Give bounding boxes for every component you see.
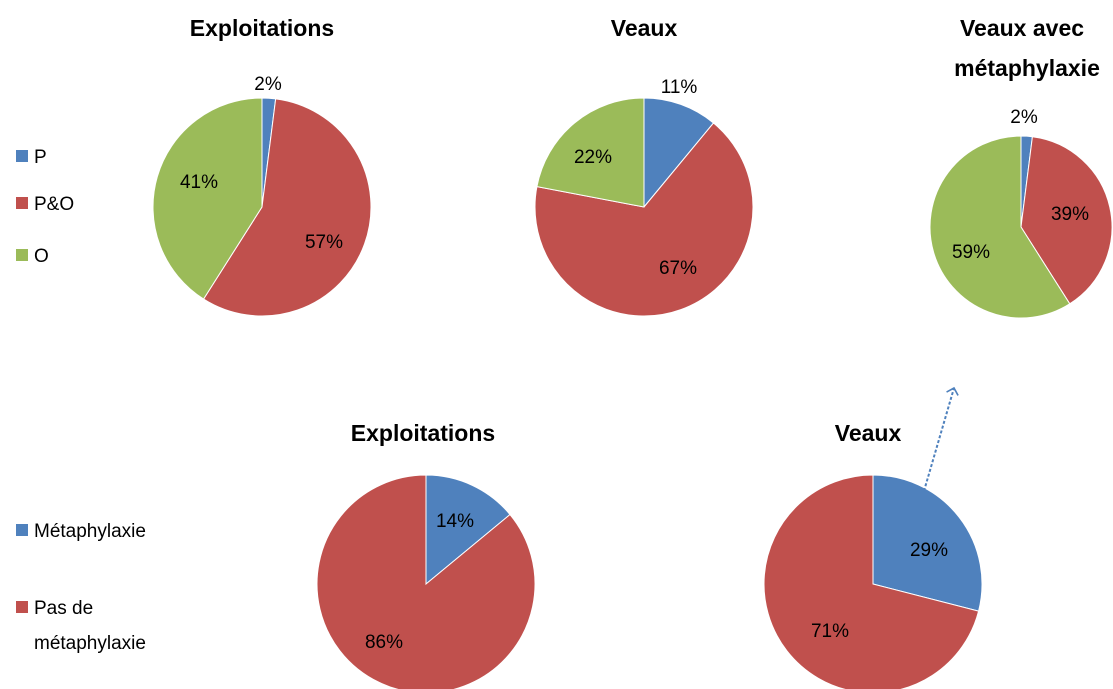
pie-slice-3-m-taphylaxie — [425, 474, 511, 586]
data-label-exploitations-p: 2% — [254, 74, 282, 95]
pie-slice-2-o — [929, 135, 1071, 319]
legend-swatch-p-and-o — [16, 197, 28, 209]
data-label-veaux-avec-p: 2% — [1010, 107, 1038, 128]
legend-label-pas-de: Pas de — [34, 598, 93, 619]
data-label-veaux-metaphylaxie: 29% — [910, 540, 948, 561]
pie-veaux-avec-metaphylaxie — [929, 135, 1113, 319]
data-label-veaux-avec-o: 59% — [952, 242, 990, 263]
chart-title-exploitations-top: Exploitations — [190, 15, 334, 41]
pie-slice-4-pas-de-m-taphylaxie — [763, 474, 980, 689]
legend-swatch-pas-de-metaphylaxie — [16, 601, 28, 613]
data-label-exploitations-metaphylaxie: 14% — [436, 511, 474, 532]
legend-top: P P&O O — [16, 147, 74, 267]
legend-swatch-p — [16, 150, 28, 162]
pie-exploitations-top — [152, 97, 372, 317]
data-label-exploitations-o: 41% — [180, 172, 218, 193]
pie-slice-3-pas-de-m-taphylaxie — [316, 474, 536, 689]
data-label-exploitations-p-and-o: 57% — [305, 232, 343, 253]
pie-slice-1-o — [536, 97, 645, 208]
chart-title-veaux-top: Veaux — [611, 15, 678, 41]
legend-label-o: O — [34, 246, 49, 267]
connector-arrow — [923, 386, 959, 492]
data-label-veaux-avec-p-and-o: 39% — [1051, 204, 1089, 225]
data-label-exploitations-pas-de-metaphylaxie: 86% — [365, 632, 403, 653]
chart-title-veaux-avec-line1: Veaux avec — [960, 15, 1084, 41]
chart-title-veaux-bottom: Veaux — [835, 420, 902, 446]
pie-slice-0-o — [152, 97, 263, 300]
chart-title-exploitations-bottom: Exploitations — [351, 420, 495, 446]
legend-label-metaphylaxie: Métaphylaxie — [34, 521, 146, 542]
data-label-veaux-pas-de-metaphylaxie: 71% — [811, 621, 849, 642]
chart-title-veaux-avec-line2: métaphylaxie — [954, 55, 1100, 81]
pie-veaux-bottom — [763, 474, 983, 689]
legend-bottom: Métaphylaxie Pas de métaphylaxie — [16, 521, 146, 654]
data-label-veaux-o: 22% — [574, 147, 612, 168]
legend-label-metaphylaxie-line2: métaphylaxie — [34, 633, 146, 654]
pie-slice-0-p-and-o — [202, 98, 372, 317]
legend-swatch-o — [16, 249, 28, 261]
data-label-veaux-p: 11% — [661, 77, 698, 98]
pie-slice-1-p — [643, 97, 715, 209]
data-label-veaux-p-and-o: 67% — [659, 258, 697, 279]
legend-swatch-metaphylaxie — [16, 524, 28, 536]
pie-veaux-top — [534, 97, 754, 317]
pie-slice-1-p-and-o — [534, 122, 754, 317]
pie-slice-4-m-taphylaxie — [872, 474, 983, 612]
pie-exploitations-bottom — [316, 474, 536, 689]
legend-label-p: P — [34, 147, 47, 168]
legend-label-p-and-o: P&O — [34, 194, 74, 215]
